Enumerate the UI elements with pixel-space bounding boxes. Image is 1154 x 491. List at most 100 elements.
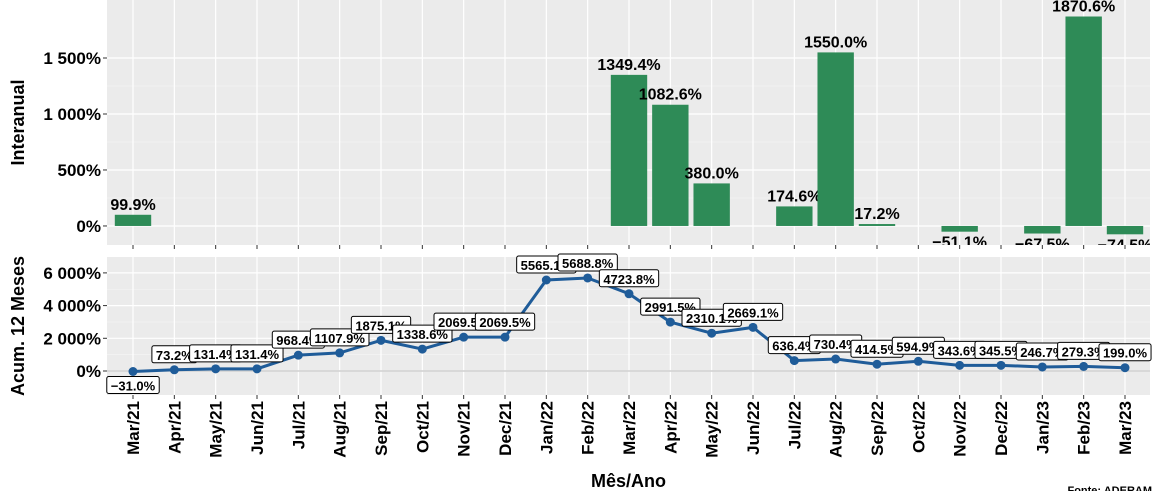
point-value-label: 636.4% xyxy=(772,339,817,354)
x-tick-label: Feb/22 xyxy=(579,401,598,455)
point xyxy=(831,354,841,364)
point xyxy=(748,322,758,332)
y-tick-label: 2 000% xyxy=(43,329,101,348)
bar xyxy=(858,224,896,226)
x-tick-label: Oct/22 xyxy=(909,401,928,453)
point-value-label: 2069.5% xyxy=(479,315,531,330)
bar xyxy=(817,52,854,226)
point xyxy=(707,328,717,338)
x-tick-label: Mar/22 xyxy=(620,401,639,455)
y-tick-label: 500% xyxy=(58,161,101,180)
bar-value-label: −67.5% xyxy=(1015,237,1070,254)
point-value-label: 4723.8% xyxy=(603,272,655,287)
point-value-label: 1338.6% xyxy=(397,327,449,342)
point-value-label: 345.5% xyxy=(979,343,1024,358)
x-tick-label: Oct/21 xyxy=(413,401,432,453)
point-value-label: 968.4% xyxy=(276,333,321,348)
point xyxy=(789,356,799,366)
plot-area xyxy=(107,257,1150,395)
bar-value-label: 17.2% xyxy=(854,206,899,223)
x-tick-label: Jul/21 xyxy=(289,401,308,449)
point xyxy=(665,317,675,327)
bar-value-label: 1082.6% xyxy=(639,87,702,104)
point xyxy=(128,367,138,377)
bar-value-label: 99.9% xyxy=(110,197,155,214)
point-value-label: 5688.8% xyxy=(562,256,614,271)
bar-value-label: 174.6% xyxy=(767,188,821,205)
plot-area: 99.9% 1349.4% 1082.6% 380.0% 174.6% 1550.0% 17… xyxy=(107,0,1150,254)
bar-value-label: 1550.0% xyxy=(804,34,867,51)
point-value-label: 343.6% xyxy=(938,343,983,358)
point xyxy=(1079,361,1089,371)
point xyxy=(541,275,551,285)
point-value-label: 414.5% xyxy=(855,342,900,357)
point xyxy=(624,289,634,299)
point xyxy=(169,365,179,375)
x-tick-label: May/21 xyxy=(207,401,226,458)
point xyxy=(955,360,965,370)
value-label-box xyxy=(474,312,536,331)
caption: Fonte: ADERAM xyxy=(1067,485,1152,491)
point xyxy=(872,359,882,369)
x-tick-label: Sep/21 xyxy=(372,401,391,456)
point xyxy=(293,350,303,360)
x-tick-label: May/22 xyxy=(703,401,722,458)
bar xyxy=(693,183,730,226)
x-tick-label: Jan/22 xyxy=(537,401,556,454)
x-tick-label: Nov/21 xyxy=(455,401,474,457)
point xyxy=(1037,362,1047,372)
x-tick-label: Apr/21 xyxy=(165,401,184,454)
bar-value-label: 1870.6% xyxy=(1052,0,1115,16)
value-label-box xyxy=(722,302,784,321)
point-value-label: 246.7% xyxy=(1020,345,1065,360)
y-tick-label: 1 000% xyxy=(43,105,101,124)
point xyxy=(211,364,221,374)
x-axis-title: Mês/Ano xyxy=(591,471,666,491)
bar xyxy=(114,214,152,226)
point xyxy=(252,364,262,374)
y-tick-label: 6 000% xyxy=(43,264,101,283)
point-value-label: 1107.9% xyxy=(314,331,365,346)
x-tick-label: Jun/22 xyxy=(744,401,763,455)
bar-value-label: 1349.4% xyxy=(597,57,660,74)
value-label-box xyxy=(106,376,160,395)
value-label-box xyxy=(598,269,660,288)
point xyxy=(996,360,1006,370)
bar xyxy=(1024,225,1061,234)
x-tick-label: Sep/22 xyxy=(868,401,887,456)
x-tick-label: Mar/21 xyxy=(124,401,143,455)
y-tick-label: 0% xyxy=(76,217,101,236)
point xyxy=(417,344,427,354)
point-value-label: 279.3% xyxy=(1062,344,1107,359)
x-tick-label: Nov/22 xyxy=(951,401,970,457)
point-value-label: 131.4% xyxy=(194,347,239,362)
bar xyxy=(941,225,978,232)
value-label-box xyxy=(230,344,284,363)
y-axis-title: Interanual xyxy=(8,79,28,165)
x-tick-label: Dec/22 xyxy=(992,401,1011,456)
point-value-label: 594.9% xyxy=(896,339,941,354)
point xyxy=(913,356,923,366)
point-value-label: 199.0% xyxy=(1103,346,1148,361)
x-tick-label: Jan/23 xyxy=(1033,401,1052,454)
point xyxy=(335,348,345,358)
point xyxy=(459,332,469,342)
point xyxy=(1120,363,1130,373)
x-tick-label: Aug/21 xyxy=(331,401,350,458)
bar-value-label: 380.0% xyxy=(685,165,739,182)
point-value-label: 2669.1% xyxy=(727,305,779,320)
point xyxy=(583,273,593,283)
value-label-box xyxy=(1098,343,1152,362)
point-value-label: 131.4% xyxy=(235,347,280,362)
bar xyxy=(610,74,648,226)
x-tick-label: Mar/23 xyxy=(1116,401,1135,455)
y-tick-label: 0% xyxy=(76,362,101,381)
point xyxy=(500,332,510,342)
x-tick-label: Apr/22 xyxy=(661,401,680,454)
value-label-box xyxy=(557,253,618,272)
x-tick-label: Feb/23 xyxy=(1075,401,1094,455)
bar xyxy=(1065,16,1102,226)
point-value-label: 730.4% xyxy=(814,337,859,352)
y-axis-title: Acum. 12 Meses xyxy=(8,256,28,396)
